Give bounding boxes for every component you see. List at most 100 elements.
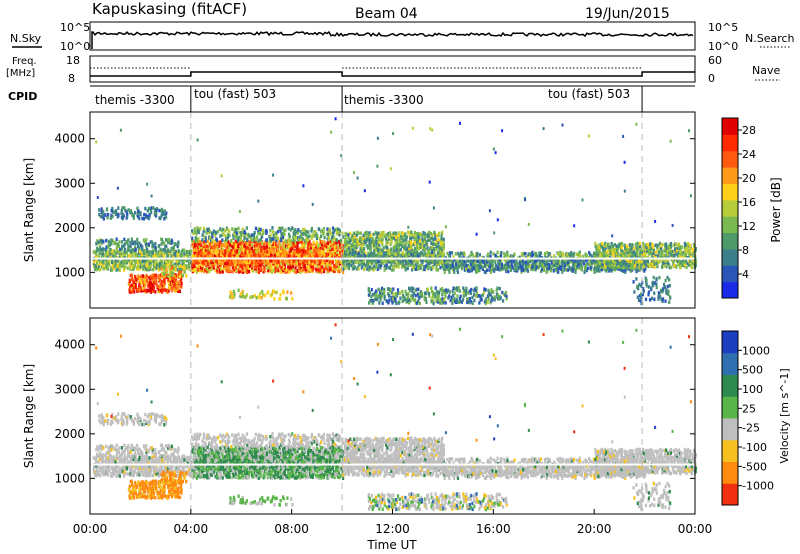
power-pixel	[370, 258, 373, 262]
power-pixel	[143, 248, 146, 253]
power-pixel	[625, 255, 628, 259]
power-pixel	[239, 238, 242, 242]
power-pixel	[227, 240, 230, 244]
power-pixel	[248, 264, 252, 268]
power-pixel	[632, 246, 635, 251]
power-pixel	[399, 242, 402, 247]
power-pixel	[101, 247, 105, 251]
power-pixel	[499, 253, 503, 258]
power-pixel	[261, 247, 264, 252]
power-pixel	[432, 237, 435, 241]
power-pixel	[322, 252, 325, 257]
power-pixel	[230, 239, 233, 243]
power-pixel	[588, 251, 591, 255]
power-pixel	[318, 264, 321, 268]
power-pixel	[160, 207, 164, 212]
power-pixel	[296, 231, 299, 235]
power-pixel	[346, 247, 349, 252]
power-pixel	[315, 240, 318, 245]
power-pixel	[367, 293, 370, 297]
power-pixel	[114, 212, 117, 216]
power-pixel	[194, 260, 197, 265]
power-pixel	[185, 265, 188, 269]
freq-trace	[90, 67, 695, 77]
power-pixel	[172, 271, 175, 276]
power-pixel	[230, 255, 233, 259]
power-pixel	[310, 229, 313, 233]
power-pixel	[341, 246, 344, 250]
freq-panel-frame	[89, 55, 696, 83]
power-pixel	[151, 251, 154, 255]
power-pixel	[437, 293, 441, 298]
power-pixel	[381, 291, 384, 296]
power-pixel	[246, 254, 249, 258]
power-pixel	[624, 263, 627, 267]
power-pixel	[228, 251, 231, 255]
power-pixel	[365, 254, 368, 258]
power-pixel	[307, 246, 310, 251]
power-pixel	[229, 262, 232, 267]
power-pixel	[271, 226, 274, 230]
power-pixel	[628, 245, 631, 249]
power-pixel	[494, 263, 497, 268]
power-pixel	[174, 280, 177, 284]
power-pixel	[473, 287, 476, 291]
power-pixel	[365, 243, 368, 248]
power-pixel	[378, 251, 381, 255]
power-pixel	[609, 248, 612, 253]
power-pixel	[473, 255, 476, 260]
power-pixel	[167, 278, 170, 282]
power-pixel	[570, 259, 573, 264]
power-pixel	[198, 240, 201, 244]
power-pixel	[484, 301, 487, 306]
power-pixel	[197, 264, 200, 268]
power-pixel	[285, 241, 288, 246]
power-pixel	[595, 261, 598, 266]
power-pixel	[394, 239, 397, 243]
power-pixel	[527, 264, 530, 269]
power-pixel	[166, 263, 169, 268]
power-pixel	[195, 253, 198, 258]
power-pixel	[437, 240, 440, 245]
power-pixel	[129, 240, 132, 245]
power-pixel	[218, 253, 221, 257]
power-pixel	[165, 270, 168, 274]
power-pixel	[241, 245, 244, 250]
power-pixel	[349, 253, 352, 257]
power-pixel	[123, 244, 126, 248]
power-pixel	[345, 263, 348, 267]
power-pixel	[180, 253, 183, 258]
power-pixel	[397, 252, 400, 256]
power-pixel	[484, 299, 487, 304]
power-pixel	[353, 235, 356, 239]
power-pixel	[206, 251, 209, 255]
power-pixel	[568, 266, 571, 270]
power-pixel	[377, 248, 380, 253]
power-pixel	[290, 291, 293, 295]
power-pixel	[452, 286, 455, 290]
power-pixel	[487, 288, 490, 293]
power-pixel	[146, 250, 149, 254]
power-pixel	[374, 253, 377, 258]
power-pixel	[329, 231, 332, 236]
power-pixel	[280, 249, 283, 253]
power-pixel	[231, 244, 234, 249]
power-pixel	[104, 251, 107, 255]
power-pixel	[354, 237, 357, 241]
power-pixel	[138, 241, 141, 246]
power-pixel	[333, 236, 336, 241]
power-pixel	[92, 250, 95, 254]
power-pixel	[321, 258, 324, 263]
power-pixel	[290, 259, 293, 263]
power-pixel	[183, 270, 186, 274]
power-pixel	[597, 251, 600, 256]
power-pixel	[505, 294, 508, 298]
power-pixel	[208, 269, 211, 273]
power-pixel	[442, 246, 445, 251]
power-pixel	[104, 247, 107, 252]
power-pixel	[96, 246, 99, 251]
power-pixel	[390, 247, 393, 251]
power-pixel	[387, 301, 390, 305]
power-pixel	[210, 258, 213, 263]
power-pixel	[418, 296, 421, 300]
